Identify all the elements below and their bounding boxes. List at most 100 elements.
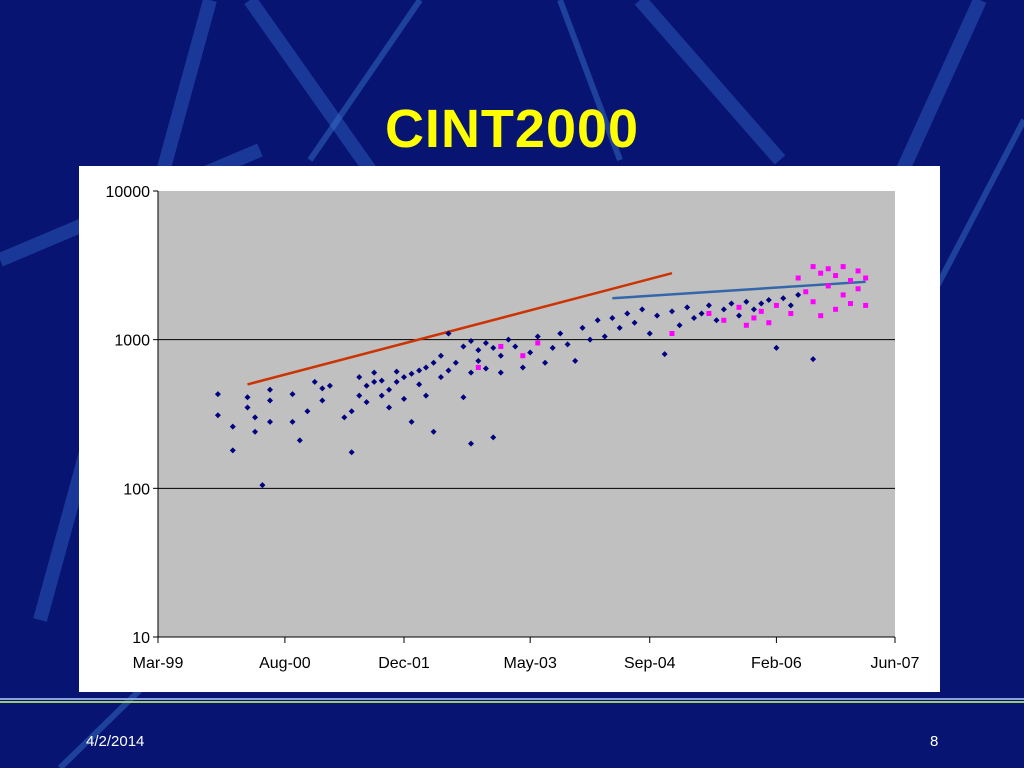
footer-divider: [0, 698, 1024, 704]
data-point: [661, 351, 668, 358]
data-point: [840, 292, 846, 298]
data-point: [564, 341, 571, 348]
data-point: [482, 365, 489, 372]
data-point: [311, 378, 318, 385]
data-point: [416, 381, 423, 388]
data-point: [624, 310, 631, 317]
data-point: [520, 353, 526, 359]
data-point: [847, 301, 853, 307]
data-point: [430, 359, 437, 366]
data-point: [668, 308, 675, 315]
slide-title: CINT2000: [384, 99, 640, 159]
x-tick-label: Mar-99: [133, 655, 184, 672]
data-point: [855, 286, 861, 292]
data-point: [497, 369, 504, 376]
data-point: [594, 317, 601, 324]
data-point: [266, 418, 273, 425]
data-point: [751, 315, 757, 321]
data-point: [259, 482, 266, 489]
x-tick-label: May-03: [503, 655, 556, 672]
data-point: [229, 423, 236, 430]
data-point: [304, 408, 311, 415]
data-point: [810, 299, 816, 305]
data-point: [229, 447, 236, 454]
y-tick-label: 10: [132, 630, 150, 647]
data-point: [766, 320, 772, 326]
data-point: [684, 304, 691, 311]
data-point: [705, 302, 712, 309]
data-point: [289, 391, 296, 398]
data-point: [833, 306, 839, 312]
data-point: [244, 394, 251, 401]
data-point: [341, 414, 348, 421]
data-point: [482, 339, 489, 346]
data-point: [400, 395, 407, 402]
data-point: [810, 264, 816, 270]
data-point: [378, 392, 385, 399]
data-point: [736, 304, 742, 310]
data-point: [587, 336, 594, 343]
data-point: [527, 349, 534, 356]
data-point: [252, 414, 259, 421]
data-point: [371, 378, 378, 385]
data-point: [319, 397, 326, 404]
data-point: [788, 310, 794, 316]
data-point: [787, 302, 794, 309]
data-point: [393, 378, 400, 385]
data-point: [810, 356, 817, 363]
data-point: [356, 374, 363, 381]
data-point: [691, 314, 697, 321]
data-point: [505, 336, 512, 343]
data-point: [773, 302, 779, 308]
x-tick-label: Jun-07: [871, 655, 920, 672]
data-point: [348, 449, 355, 456]
data-point: [720, 306, 727, 313]
data-point: [408, 418, 415, 425]
data-point: [713, 317, 720, 324]
data-point: [750, 306, 757, 313]
data-point: [266, 386, 273, 393]
data-point: [326, 382, 333, 389]
data-point: [296, 437, 303, 444]
data-point: [214, 412, 221, 419]
data-point: [498, 343, 504, 349]
data-point: [460, 343, 467, 350]
data-point: [616, 324, 623, 331]
data-point: [386, 404, 393, 411]
data-point: [490, 434, 497, 441]
data-point: [773, 344, 780, 351]
data-point: [378, 377, 385, 384]
data-point: [818, 313, 824, 319]
data-point: [214, 391, 221, 398]
data-point: [497, 352, 504, 359]
data-point: [408, 370, 415, 377]
data-point: [356, 392, 363, 399]
data-point: [371, 369, 378, 376]
data-point: [363, 399, 370, 406]
data-point: [423, 392, 429, 399]
data-point: [363, 382, 370, 389]
data-point: [416, 367, 423, 374]
data-point: [825, 266, 831, 272]
footer-date: 4/2/2014: [86, 733, 145, 750]
data-point: [348, 408, 355, 415]
data-point: [631, 319, 638, 326]
data-point: [863, 275, 869, 281]
data-point: [735, 312, 742, 319]
y-tick-label: 1000: [114, 333, 150, 350]
data-point: [765, 296, 772, 303]
data-point: [646, 330, 653, 337]
data-point: [743, 322, 749, 328]
data-point: [266, 397, 273, 404]
data-point: [795, 275, 801, 281]
data-point: [467, 337, 474, 344]
data-point: [825, 283, 831, 289]
data-point: [803, 289, 809, 295]
data-point: [758, 308, 764, 314]
data-point: [512, 343, 519, 350]
data-point: [289, 418, 296, 425]
data-point: [698, 310, 705, 317]
data-point: [475, 347, 482, 354]
data-point: [728, 300, 735, 307]
data-point: [437, 374, 444, 381]
